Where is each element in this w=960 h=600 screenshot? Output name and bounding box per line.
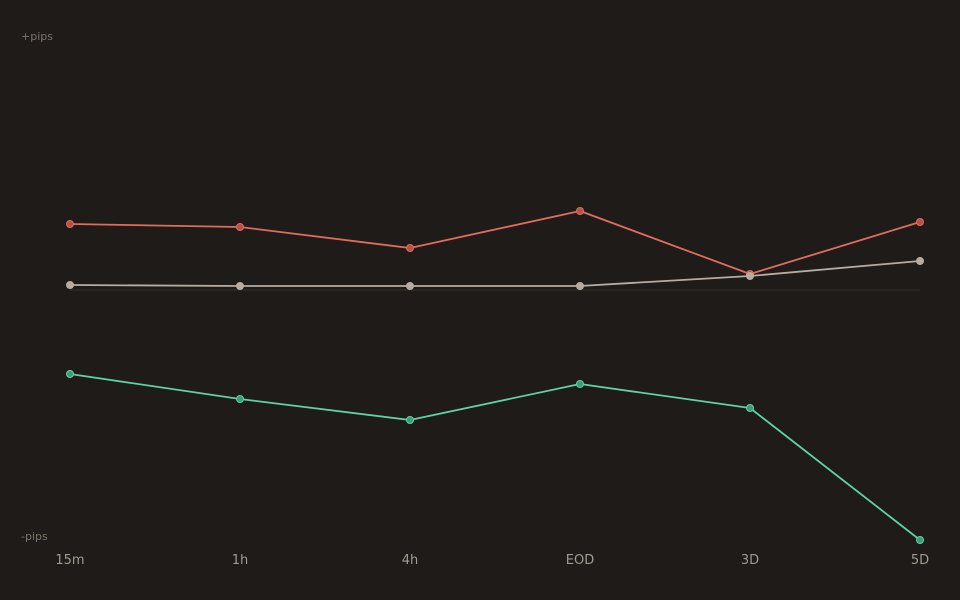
y-axis-bottom-label: -pips [21,530,48,543]
x-tick-label-15m: 15m [55,553,84,568]
x-tick-label-EOD: EOD [566,553,594,568]
series-2-point-1h[interactable] [236,282,244,290]
series-1 [66,207,924,278]
series-2-point-5D[interactable] [916,257,924,265]
series-3-point-1h[interactable] [236,395,244,403]
series-3-line [69,373,921,541]
series-1-point-EOD[interactable] [576,207,584,215]
series-3 [66,370,924,544]
series-layer [66,207,924,544]
series-1-point-15m[interactable] [66,220,74,228]
series-3-point-5D[interactable] [916,536,924,544]
series-1-point-5D[interactable] [916,218,924,226]
series-3-point-4h[interactable] [406,416,414,424]
series-3-point-EOD[interactable] [576,380,584,388]
series-3-point-3D[interactable] [746,404,754,412]
x-tick-label-1h: 1h [232,553,249,568]
series-2-line [69,260,921,287]
x-tick-label-5D: 5D [911,553,929,568]
y-axis-top-label: +pips [21,30,53,43]
series-2-point-15m[interactable] [66,281,74,289]
series-2-point-3D[interactable] [746,272,754,280]
series-1-line [69,210,921,275]
series-3-point-15m[interactable] [66,370,74,378]
series-1-point-4h[interactable] [406,244,414,252]
x-tick-label-3D: 3D [741,553,759,568]
series-2-point-4h[interactable] [406,282,414,290]
series-1-point-1h[interactable] [236,223,244,231]
x-tick-label-4h: 4h [402,553,419,568]
x-tick-layer: 15m 1h 4h EOD 3D 5D [55,553,929,568]
series-2-point-EOD[interactable] [576,282,584,290]
series-2 [66,257,924,290]
